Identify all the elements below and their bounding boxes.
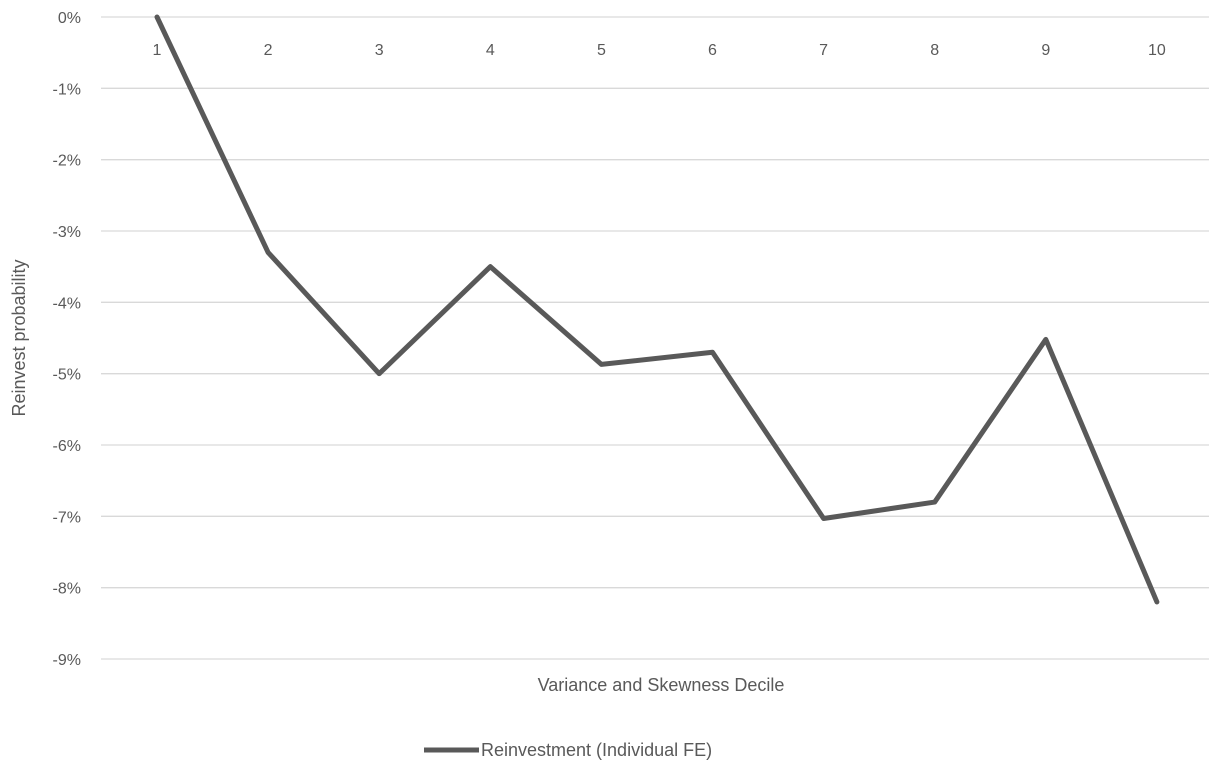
x-tick-label: 2: [264, 42, 273, 59]
y-tick-label: -3%: [53, 224, 81, 241]
y-axis-tick-labels: 0% -1% -2% -3% -4% -5% -6% -7% -8% -9%: [53, 10, 81, 669]
y-axis-title: Reinvest probability: [9, 259, 29, 416]
x-tick-label: 1: [153, 42, 162, 59]
series-lines: [154, 14, 1160, 605]
y-tick-label: -4%: [53, 295, 81, 312]
x-tick-label: 10: [1148, 42, 1166, 59]
y-tick-label: -7%: [53, 509, 81, 526]
legend-label: Reinvestment (Individual FE): [481, 740, 712, 760]
x-tick-label: 6: [708, 42, 717, 59]
y-tick-label: -1%: [53, 81, 81, 98]
gridlines: [101, 16, 1209, 660]
x-tick-label: 5: [597, 42, 606, 59]
y-tick-label: 0%: [58, 10, 81, 27]
x-axis-title: Variance and Skewness Decile: [538, 675, 785, 695]
x-tick-label: 9: [1041, 42, 1050, 59]
x-axis-tick-labels: 1 2 3 4 5 6 7 8 9 10: [153, 42, 1166, 59]
y-tick-label: -9%: [53, 652, 81, 669]
y-tick-label: -6%: [53, 438, 81, 455]
y-tick-label: -2%: [53, 153, 81, 170]
x-tick-label: 3: [375, 42, 384, 59]
legend: Reinvestment (Individual FE): [424, 740, 712, 760]
y-tick-label: -8%: [53, 581, 81, 598]
series-line: [154, 14, 1160, 605]
x-tick-label: 7: [819, 42, 828, 59]
y-tick-label: -5%: [53, 367, 81, 384]
x-tick-label: 8: [930, 42, 939, 59]
x-tick-label: 4: [486, 42, 495, 59]
